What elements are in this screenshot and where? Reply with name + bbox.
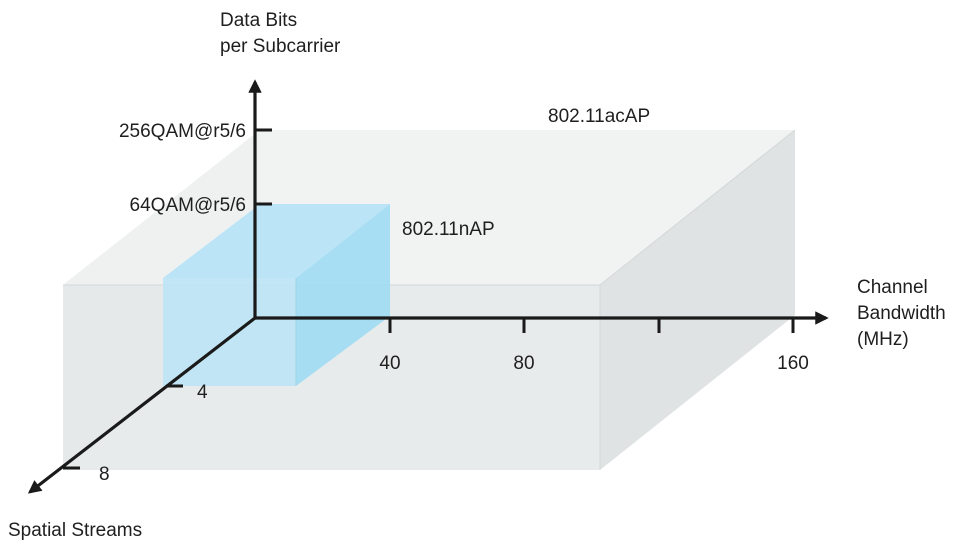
x-axis-title-line: Channel	[857, 277, 928, 298]
z-tick-label: 8	[99, 464, 110, 485]
n-region-box	[163, 204, 390, 386]
ac-region-label: 802.11acAP	[548, 106, 650, 127]
y-tick-label: 256QAM@r5/6	[119, 121, 246, 142]
x-axis-title: Channel Bandwidth (MHz)	[857, 277, 951, 350]
x-tick-label: 160	[777, 353, 809, 374]
n-box-top-face	[163, 204, 390, 278]
x-tick-label: 40	[379, 353, 400, 374]
x-axis-title-line: Bandwidth	[857, 303, 946, 324]
z-axis-line	[27, 316, 256, 494]
ac-box-right-face	[600, 130, 795, 470]
z-tick-label: 4	[197, 382, 208, 403]
n-box-front-face	[163, 278, 296, 386]
x-axis-title-line: (MHz)	[857, 329, 909, 350]
n-region-label: 802.11nAP	[402, 219, 495, 240]
y-axis-title: Data Bits per Subcarrier	[220, 10, 341, 57]
y-tick-label: 64QAM@r5/6	[130, 195, 246, 216]
z-axis-title: Spatial Streams	[8, 520, 142, 541]
n-box-right-face	[296, 204, 390, 386]
y-axis-title-line: Data Bits	[220, 10, 297, 31]
y-axis-title-line: per Subcarrier	[220, 36, 341, 57]
ac-region-box	[63, 129, 796, 470]
x-tick-label: 80	[513, 353, 534, 374]
